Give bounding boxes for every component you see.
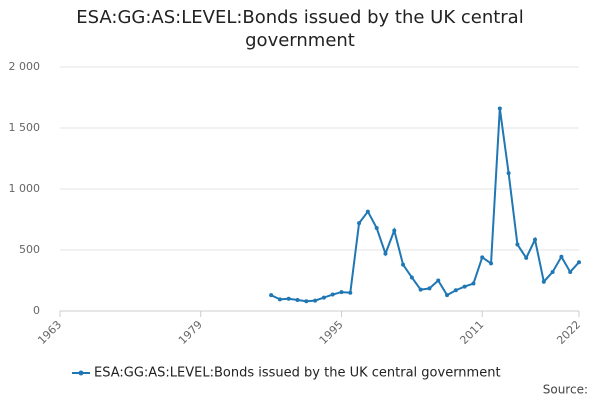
data-point xyxy=(453,288,458,293)
chart-title: ESA:GG:AS:LEVEL:Bonds issued by the UK c… xyxy=(76,7,524,51)
data-point xyxy=(541,279,546,284)
data-point xyxy=(524,255,529,260)
x-tick-label: 1963 xyxy=(35,318,64,347)
data-point xyxy=(515,242,520,247)
data-point xyxy=(339,290,344,295)
data-point xyxy=(568,269,573,274)
data-point xyxy=(269,293,274,298)
data-point xyxy=(559,254,564,259)
data-point xyxy=(445,293,450,298)
data-point xyxy=(550,269,555,274)
data-point xyxy=(357,221,362,226)
data-point xyxy=(427,286,432,291)
data-point xyxy=(348,290,353,295)
legend-label: ESA:GG:AS:LEVEL:Bonds issued by the UK c… xyxy=(94,366,501,381)
data-point xyxy=(304,299,309,304)
data-point xyxy=(480,255,485,260)
y-tick-label: 0 xyxy=(33,304,40,317)
data-point xyxy=(383,251,388,256)
data-point xyxy=(533,237,538,242)
x-tick-label: 1979 xyxy=(176,318,205,347)
data-point xyxy=(577,260,581,265)
y-tick-label: 2 000 xyxy=(9,60,41,73)
x-tick-label: 2011 xyxy=(457,318,486,347)
data-point xyxy=(489,261,494,266)
data-point xyxy=(418,287,423,292)
x-tick-label: 1995 xyxy=(317,318,346,347)
y-tick-label: 1 000 xyxy=(9,182,41,195)
data-point xyxy=(471,281,476,286)
data-point xyxy=(286,296,291,301)
y-tick-label: 500 xyxy=(19,243,40,256)
data-point xyxy=(365,209,370,214)
data-point xyxy=(497,106,502,111)
data-point xyxy=(295,298,300,303)
source: Source: xyxy=(543,383,588,397)
data-point xyxy=(321,295,326,300)
data-point xyxy=(401,262,406,267)
data-line xyxy=(270,108,580,303)
data-point xyxy=(313,298,318,303)
data-point xyxy=(392,228,397,233)
data-point xyxy=(436,278,441,283)
data-point xyxy=(409,275,414,280)
data-point xyxy=(330,292,335,297)
data-point xyxy=(374,226,379,231)
data-point xyxy=(506,171,511,176)
x-tick-label: 2022 xyxy=(554,318,583,347)
data-point xyxy=(462,284,467,289)
data-point xyxy=(277,297,282,302)
y-tick-label: 1 500 xyxy=(9,121,41,134)
legend-marker xyxy=(78,370,84,376)
